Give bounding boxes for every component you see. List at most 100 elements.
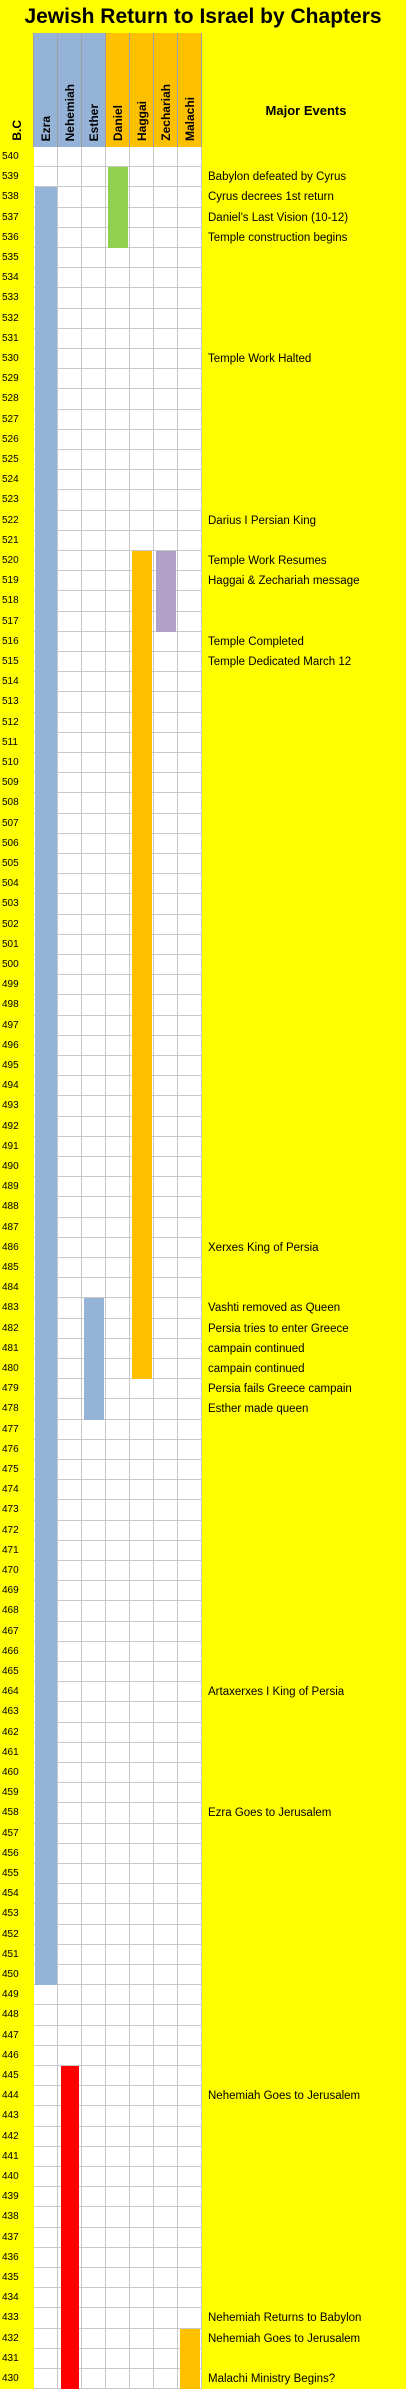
grid-cell: [58, 1217, 82, 1238]
grid-cell: [178, 2005, 202, 2026]
grid-cell: [106, 2207, 130, 2228]
grid-cell: [106, 975, 130, 996]
grid-cell: [130, 429, 154, 450]
grid-cell: [58, 1722, 82, 1743]
grid-cell: [178, 753, 202, 774]
grid-cell: [154, 2207, 178, 2228]
grid-cell: [106, 1944, 130, 1965]
year-row: 464 Artaxerxes I King of Persia: [0, 1682, 406, 1703]
grid-cell: [106, 1722, 130, 1743]
grid-cell: [130, 1439, 154, 1460]
grid-cell: [58, 187, 82, 208]
grid-cell: [106, 813, 130, 834]
year-row: 492: [0, 1116, 406, 1137]
grid-cell: [178, 288, 202, 309]
grid-cell: [154, 1965, 178, 1986]
year-row: 505: [0, 854, 406, 875]
grid-cell: [58, 1096, 82, 1117]
grid-cell: [58, 1965, 82, 1986]
year-row: 526: [0, 429, 406, 450]
grid-cell: [58, 308, 82, 329]
grid-cell: [130, 207, 154, 228]
year-label: 460: [2, 1767, 19, 1778]
grid-cell: [58, 712, 82, 733]
grid-cell: [106, 1843, 130, 1864]
grid-cell: [58, 995, 82, 1016]
grid-cell: [106, 1419, 130, 1440]
book-header-label: Zechariah: [158, 84, 173, 141]
grid-cell: [34, 2187, 58, 2208]
grid-cell: [178, 1258, 202, 1279]
grid-cell: [58, 955, 82, 976]
year-row: 490: [0, 1157, 406, 1178]
grid-cell: [130, 1581, 154, 1602]
year-row: 479 Persia fails Greece campain: [0, 1379, 406, 1400]
grid-cell: [82, 1722, 106, 1743]
grid-cell: [34, 2106, 58, 2127]
year-row: 522 Darius I Persian King: [0, 510, 406, 531]
grid-cell: [178, 732, 202, 753]
year-row: 535: [0, 248, 406, 269]
grid-cell: [178, 1318, 202, 1339]
grid-cell: [58, 551, 82, 572]
year-label: 531: [2, 332, 19, 344]
grid-cell: [154, 934, 178, 955]
year-label: 493: [2, 1100, 19, 1112]
year-row: 530 Temple Work Halted: [0, 349, 406, 370]
grid-cell: [178, 631, 202, 652]
grid-cell: [154, 1803, 178, 1824]
grid-cell: [130, 2328, 154, 2349]
year-row: 512: [0, 712, 406, 733]
grid-cell: [82, 1460, 106, 1481]
grid-cell: [106, 2227, 130, 2248]
grid-cell: [130, 2126, 154, 2147]
grid-cell: [58, 1318, 82, 1339]
grid-cell: [154, 975, 178, 996]
year-label: 439: [2, 2191, 19, 2203]
grid-cell: [58, 1763, 82, 1784]
grid-cell: [82, 1904, 106, 1925]
grid-cell: [58, 975, 82, 996]
grid-cell: [154, 1944, 178, 1965]
grid-cell: [130, 349, 154, 370]
grid-cell: [178, 1278, 202, 1299]
grid-cell: [82, 1116, 106, 1137]
year-row: 521: [0, 530, 406, 551]
year-label: 485: [2, 1262, 19, 1273]
year-row: 510: [0, 753, 406, 774]
grid-cell: [106, 1015, 130, 1036]
year-row: 457: [0, 1823, 406, 1844]
grid-cell: [82, 207, 106, 228]
grid-cell: [154, 793, 178, 814]
year-label: 501: [2, 938, 19, 950]
grid-cell: [154, 1076, 178, 1097]
year-label: 508: [2, 797, 19, 809]
grid-cell: [82, 732, 106, 753]
event-label: Artaxerxes I King of Persia: [208, 1686, 345, 1699]
grid-cell: [154, 955, 178, 976]
grid-cell: [82, 248, 106, 269]
year-label: 433: [2, 2312, 19, 2324]
grid-cell: [82, 1682, 106, 1703]
grid-cell: [130, 2227, 154, 2248]
grid-cell: [106, 2268, 130, 2289]
grid-cell: [130, 147, 154, 168]
grid-cell: [82, 2086, 106, 2107]
grid-cell: [154, 712, 178, 733]
grid-cell: [106, 1177, 130, 1198]
grid-cell: [106, 1783, 130, 1804]
year-row: 536 Temple construction begins: [0, 227, 406, 248]
grid-cell: [82, 1419, 106, 1440]
grid-cell: [154, 1480, 178, 1501]
grid-cell: [106, 268, 130, 289]
grid-cell: [154, 1641, 178, 1662]
book-header-daniel: Daniel: [106, 33, 130, 147]
grid-cell: [58, 652, 82, 673]
grid-cell: [82, 1056, 106, 1077]
grid-cell: [106, 2106, 130, 2127]
year-label: 454: [2, 1888, 19, 1900]
grid-cell: [82, 2187, 106, 2208]
grid-cell: [178, 2086, 202, 2107]
year-label: 486: [2, 1241, 19, 1253]
grid-cell: [178, 530, 202, 551]
